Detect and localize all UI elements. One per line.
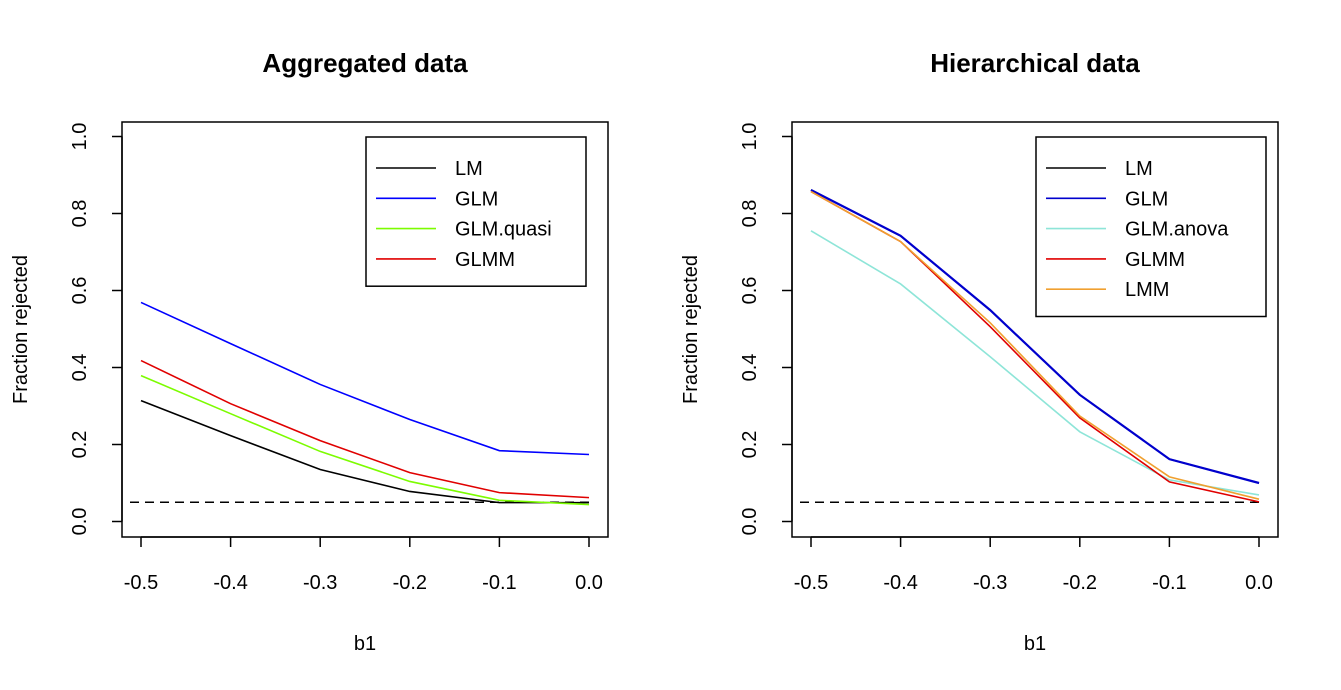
y-tick-label: 1.0 (739, 123, 761, 151)
legend-label: GLM.quasi (455, 219, 552, 241)
y-axis-label: Fraction rejected (680, 255, 702, 404)
x-tick-label: -0.5 (124, 572, 158, 594)
y-tick-label: 1.0 (69, 123, 91, 151)
x-tick-label: 0.0 (575, 572, 603, 594)
x-tick-label: -0.3 (303, 572, 337, 594)
legend-label: GLMM (455, 249, 515, 271)
y-tick-label: 0.2 (69, 431, 91, 459)
chart-title: Hierarchical data (930, 48, 1140, 78)
x-axis-label: b1 (1024, 633, 1046, 655)
y-tick-label: 0.8 (69, 200, 91, 228)
legend-box (1035, 136, 1267, 318)
legend-label: GLMM (1125, 249, 1185, 271)
x-tick-label: -0.5 (794, 572, 828, 594)
series-line-glm (810, 189, 1260, 485)
x-tick-label: -0.2 (1063, 572, 1097, 594)
x-tick-label: -0.3 (973, 572, 1007, 594)
legend-label: LM (1125, 158, 1153, 180)
chart-panel-1: Aggregated data -0.5 -0.4 -0.3 -0.2 -0.1 0.0 b1… (10, 48, 609, 655)
series-line-glm-quasi (140, 374, 590, 506)
series-line-glm (140, 301, 590, 456)
legend-box (365, 136, 587, 287)
series-line-lm (140, 399, 589, 504)
legend-label: LM (455, 158, 483, 180)
y-tick-label: 0.6 (69, 277, 91, 305)
legend: LM GLM GLM.quasi GLMM (365, 136, 587, 287)
legend-label: GLM (455, 188, 498, 210)
series-line-lmm (810, 190, 1260, 500)
legend-label: GLM.anova (1125, 219, 1229, 241)
x-tick-label: -0.4 (213, 572, 247, 594)
y-tick-label: 0.4 (739, 354, 761, 382)
chart-title: Aggregated data (262, 48, 468, 78)
x-tick-label: -0.4 (883, 572, 917, 594)
series-line-glm-anova (810, 230, 1260, 496)
legend: LM GLM GLM.anova GLMM LMM (1035, 136, 1267, 318)
series-line-glmm (140, 359, 590, 499)
legend-label: LMM (1125, 279, 1169, 301)
x-tick-label: -0.1 (1152, 572, 1186, 594)
y-axis-label: Fraction rejected (10, 255, 32, 404)
y-tick-label: 0.0 (69, 508, 91, 536)
y-tick-label: 0.8 (739, 200, 761, 228)
x-axis-label: b1 (354, 633, 376, 655)
x-tick-label: -0.2 (393, 572, 427, 594)
y-tick-label: 0.4 (69, 354, 91, 382)
x-tick-label: 0.0 (1245, 572, 1273, 594)
x-tick-label: -0.1 (482, 572, 516, 594)
y-tick-label: 0.2 (739, 431, 761, 459)
y-tick-label: 0.6 (739, 277, 761, 305)
legend-label: GLM (1125, 188, 1168, 210)
y-tick-label: 0.0 (739, 508, 761, 536)
chart-panel-2: Hierarchical data -0.5 -0.4 -0.3 -0.2 -0.1 0.0… (680, 48, 1279, 655)
